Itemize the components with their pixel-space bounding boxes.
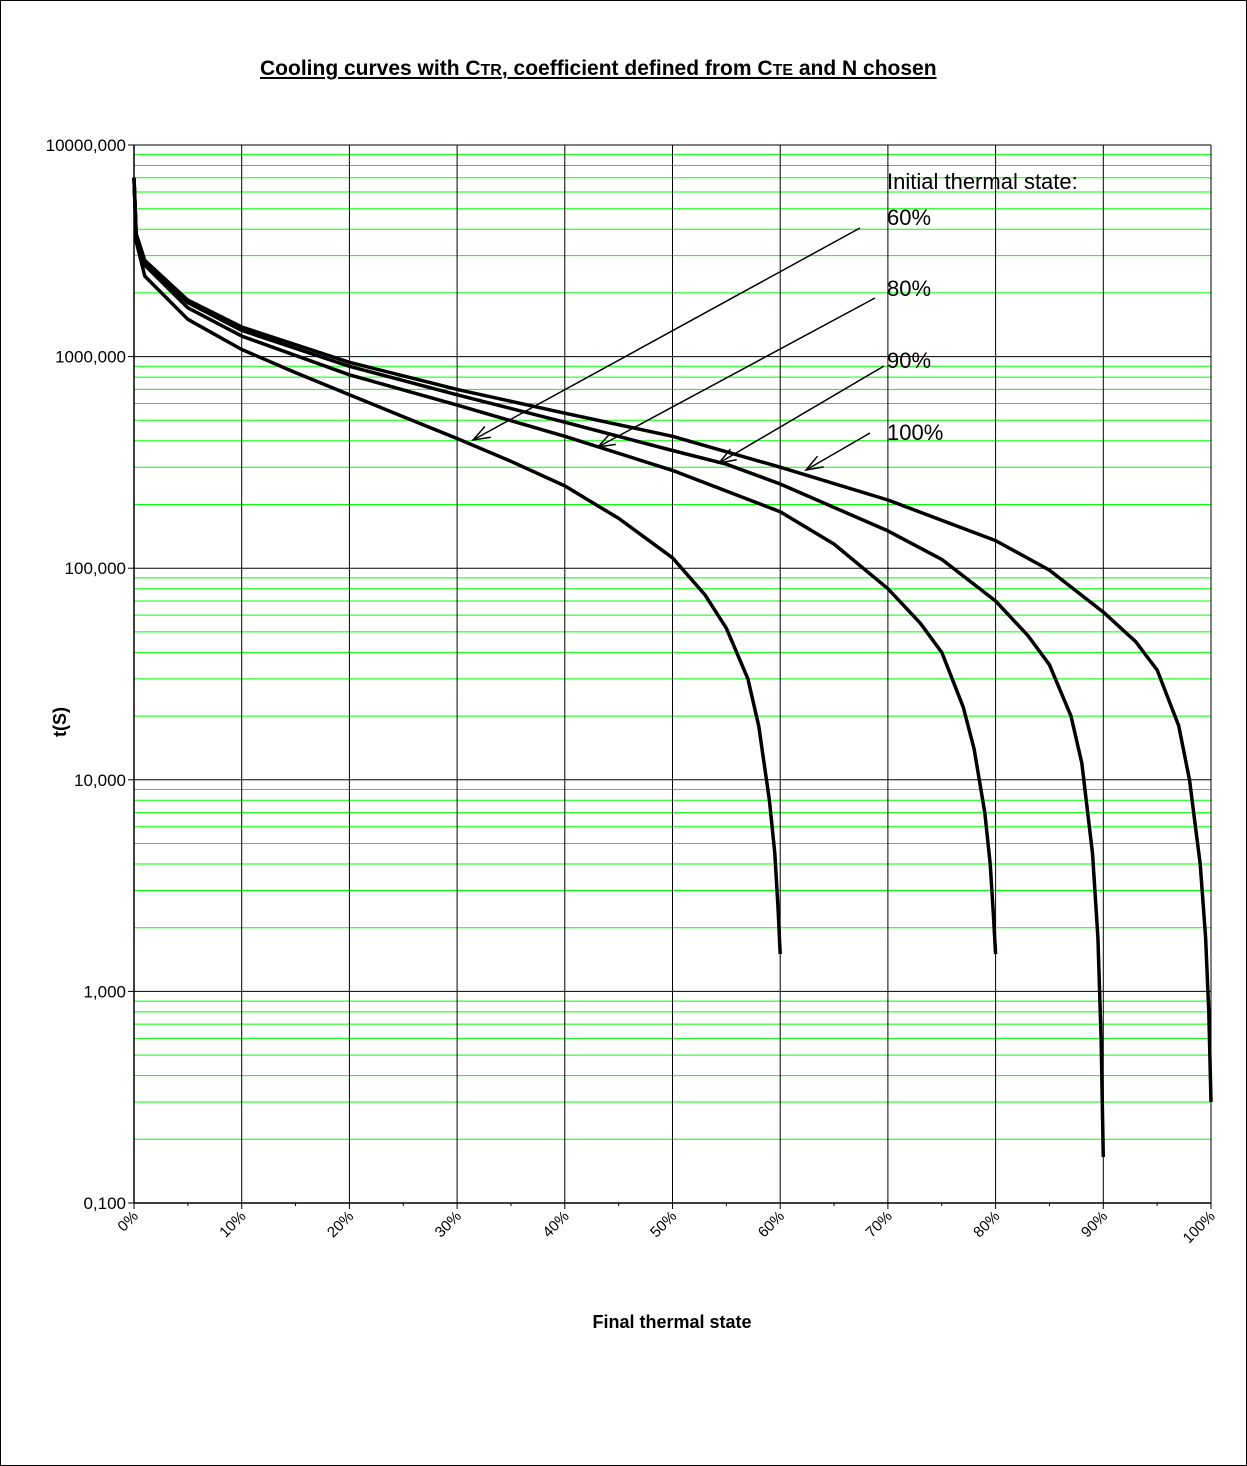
curve-80pct xyxy=(132,177,998,955)
x-tick-label: 90% xyxy=(1078,1208,1111,1241)
annotation-label: 100% xyxy=(887,420,943,445)
curve-100pct xyxy=(132,177,1213,1103)
curve-60pct xyxy=(132,177,782,955)
annotation-arrowhead xyxy=(804,455,824,472)
annotation-label: 60% xyxy=(887,205,931,230)
x-tick-label: 70% xyxy=(862,1208,895,1241)
annotation-label: 90% xyxy=(887,348,931,373)
annotation-arrowhead xyxy=(471,426,491,442)
x-tick-label: 80% xyxy=(970,1208,1003,1241)
title-part-2: , coefficient defined from C xyxy=(501,57,773,80)
annotation-arrow-line xyxy=(472,227,861,441)
annotation-arrow-line xyxy=(597,297,876,448)
legend-title: Initial thermal state: xyxy=(887,169,1078,194)
title-subscript-ctr: TR xyxy=(480,62,502,79)
y-tick-label: 100,000 xyxy=(65,559,126,578)
major-gridlines xyxy=(133,144,1212,1204)
y-tick-labels: 0,100 1,000 10,000 100,000 1000,000 10000,000 xyxy=(46,136,126,1213)
x-tick-label: 60% xyxy=(755,1208,788,1241)
axes xyxy=(128,144,1212,1209)
title-part-3: and N chosen xyxy=(793,57,937,80)
y-tick-label: 10,000 xyxy=(74,771,126,790)
x-tick-label: 10% xyxy=(216,1208,249,1241)
x-tick-label: 40% xyxy=(539,1208,572,1241)
y-axis-label: t(S) xyxy=(50,707,70,737)
annotation-arrow-line xyxy=(805,432,871,471)
y-tick-label: 1000,000 xyxy=(55,348,126,367)
curve-90pct xyxy=(132,177,1106,1158)
title-part-1: Cooling curves with C xyxy=(260,57,481,80)
title-subscript-cte: TE xyxy=(772,62,794,79)
x-tick-label: 100% xyxy=(1180,1208,1219,1247)
y-tick-label: 10000,000 xyxy=(46,136,126,155)
x-tick-labels: 0% 10% 20% 30% 40% 50% 60% 70% 80% 90% 100% xyxy=(114,1208,1218,1247)
curves xyxy=(132,177,1213,1158)
annotation-arrow-line xyxy=(718,365,885,464)
y-tick-label: 0,100 xyxy=(83,1194,126,1213)
annotations: 60% 80% 90% 100% xyxy=(471,205,943,472)
minor-gridlines xyxy=(134,154,1211,1140)
y-tick-label: 1,000 xyxy=(83,982,126,1001)
x-axis-label: Final thermal state xyxy=(592,1312,751,1332)
annotation-arrowhead xyxy=(596,433,616,449)
x-tick-label: 50% xyxy=(647,1208,680,1241)
x-tick-label: 30% xyxy=(432,1208,465,1241)
x-tick-label: 20% xyxy=(324,1208,357,1241)
chart-title: Cooling curves with CTR, coefficient def… xyxy=(260,57,937,81)
annotation-label: 80% xyxy=(887,276,931,301)
annotation-arrowhead xyxy=(717,448,737,465)
